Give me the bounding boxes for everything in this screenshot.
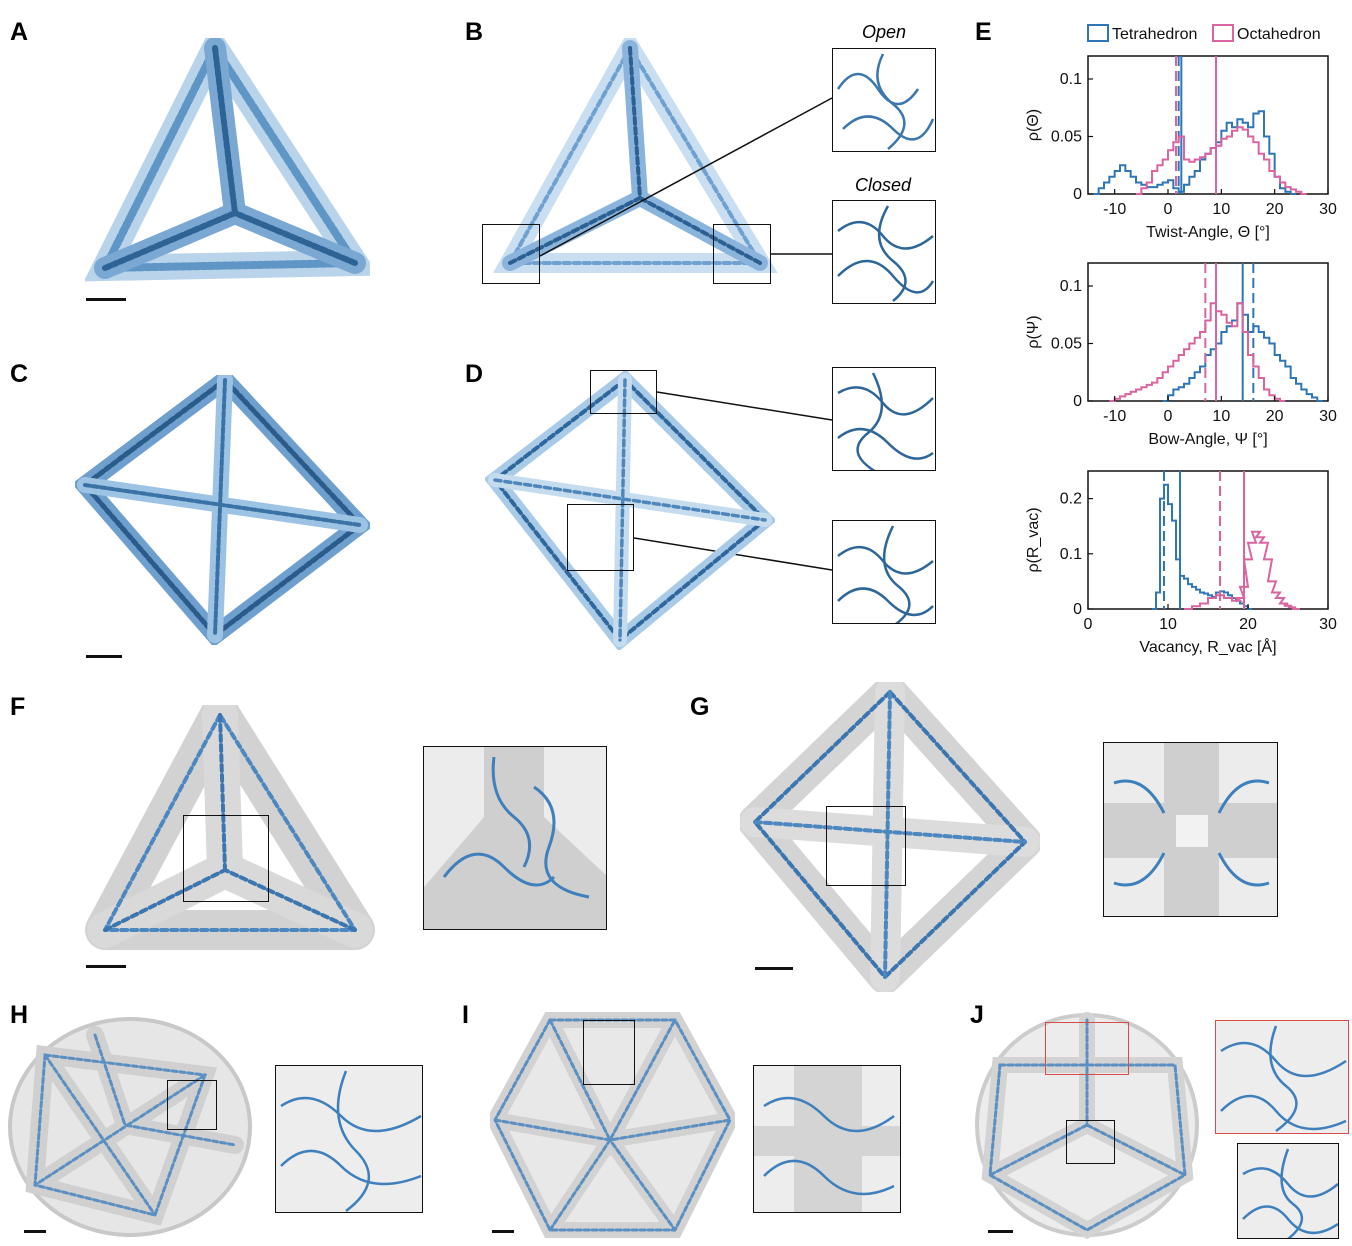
x-tick-label-2-1: 10 bbox=[1159, 616, 1177, 633]
x-tick-label-2-0: 0 bbox=[1084, 616, 1093, 633]
y-tick-label-0-1: 0.05 bbox=[1051, 129, 1082, 146]
panel-label-d: D bbox=[465, 360, 484, 388]
series-0-0 bbox=[1093, 110, 1296, 195]
panel-label-j: J bbox=[970, 1001, 984, 1029]
legend-swatch-0 bbox=[1087, 24, 1109, 42]
legend-label-1: Octahedron bbox=[1237, 26, 1321, 43]
panel-label-b: B bbox=[465, 18, 484, 46]
callout-box-f bbox=[183, 815, 269, 902]
tetrahedron-ensemble-structure bbox=[85, 38, 370, 288]
scale-bar-j bbox=[988, 1230, 1013, 1233]
x-tick-label-2-3: 30 bbox=[1319, 616, 1337, 633]
y-axis-label-1: ρ(Ψ) bbox=[1025, 315, 1042, 348]
octahedron-single-structure bbox=[485, 370, 775, 650]
x-tick-label-0-4: 30 bbox=[1319, 201, 1337, 218]
inset-label-closed: Closed bbox=[855, 175, 912, 195]
x-axis-label-0: Twist-Angle, Θ [°] bbox=[1146, 224, 1270, 241]
panel-label-h: H bbox=[10, 1001, 29, 1029]
icosahedron-density-map-h bbox=[5, 1015, 255, 1240]
callout-box-d-center bbox=[567, 504, 634, 571]
legend-label-0: Tetrahedron bbox=[1112, 26, 1197, 43]
y-axis-label-0: ρ(Θ) bbox=[1025, 109, 1042, 141]
scale-bar-h bbox=[24, 1230, 46, 1233]
icosahedron-density-map-i bbox=[490, 1010, 735, 1238]
panel-label-i: I bbox=[462, 1001, 469, 1029]
tetrahedron-density-map bbox=[85, 705, 375, 955]
inset-f bbox=[423, 746, 607, 930]
tetrahedron-single-structure bbox=[490, 38, 780, 303]
legend-swatch-1 bbox=[1212, 24, 1234, 42]
icosahedron-density-map-j bbox=[970, 1005, 1205, 1240]
y-tick-label-1-1: 0.05 bbox=[1051, 336, 1082, 353]
callout-box-j-center bbox=[1066, 1120, 1115, 1164]
inset-label-open: Open bbox=[862, 22, 907, 42]
y-tick-label-0-2: 0.1 bbox=[1060, 71, 1082, 88]
x-tick-label-1-2: 10 bbox=[1212, 408, 1230, 425]
scale-bar-g bbox=[755, 967, 793, 970]
scale-bar-a bbox=[86, 298, 126, 301]
callout-box-open bbox=[482, 224, 540, 284]
callout-box-d-top bbox=[590, 370, 657, 414]
inset-d-top bbox=[832, 367, 936, 471]
callout-box-closed bbox=[713, 224, 771, 284]
scale-bar-c bbox=[86, 655, 122, 658]
y-axis-label-2: ρ(R_vac) bbox=[1025, 507, 1042, 572]
panel-label-f: F bbox=[10, 693, 26, 721]
series-2-1 bbox=[1184, 530, 1300, 610]
y-tick-label-2-1: 0.1 bbox=[1060, 546, 1082, 563]
x-axis-label-1: Bow-Angle, Ψ [°] bbox=[1148, 431, 1267, 448]
callout-box-g bbox=[826, 806, 906, 886]
x-tick-label-1-4: 30 bbox=[1319, 408, 1337, 425]
x-axis-label-2: Vacancy, R_vac [Å] bbox=[1139, 637, 1276, 656]
callout-box-j-top bbox=[1045, 1022, 1129, 1075]
callout-box-h bbox=[167, 1080, 217, 1130]
x-tick-label-1-1: 0 bbox=[1164, 408, 1173, 425]
inset-open bbox=[832, 48, 936, 152]
inset-j-top bbox=[1215, 1020, 1349, 1134]
y-tick-label-1-0: 0 bbox=[1073, 393, 1082, 410]
plot-frame-0 bbox=[1087, 55, 1329, 195]
callout-box-i bbox=[583, 1020, 635, 1085]
x-tick-label-0-1: 0 bbox=[1164, 201, 1173, 218]
panel-label-a: A bbox=[10, 18, 29, 46]
panel-label-e: E bbox=[975, 18, 992, 46]
plot-frame-1 bbox=[1087, 262, 1329, 402]
octahedron-ensemble-structure bbox=[75, 375, 370, 645]
inset-closed bbox=[832, 200, 936, 304]
series-2-0 bbox=[1152, 483, 1252, 610]
histogram-chart-e: Tetrahedron Octahedron -10 0 10 20 30 0 0.05 0.1 T… bbox=[1025, 24, 1337, 656]
panel-label-g: G bbox=[690, 693, 710, 721]
x-tick-label-1-0: -10 bbox=[1103, 408, 1126, 425]
y-tick-label-2-0: 0 bbox=[1073, 601, 1082, 618]
plot-frame-2 bbox=[1087, 470, 1329, 610]
scale-bar-f bbox=[86, 965, 126, 968]
x-tick-label-0-0: -10 bbox=[1103, 201, 1126, 218]
x-tick-label-1-3: 20 bbox=[1266, 408, 1284, 425]
inset-j-center bbox=[1237, 1143, 1339, 1239]
scale-bar-i bbox=[492, 1230, 514, 1233]
series-0-1 bbox=[1136, 126, 1307, 195]
inset-i bbox=[753, 1065, 901, 1213]
inset-g bbox=[1103, 742, 1278, 917]
inset-d-center bbox=[832, 520, 936, 624]
octahedron-density-map bbox=[740, 682, 1040, 992]
x-tick-label-0-2: 10 bbox=[1212, 201, 1230, 218]
series-1-1 bbox=[1109, 302, 1286, 402]
x-tick-label-0-3: 20 bbox=[1266, 201, 1284, 218]
panel-label-c: C bbox=[10, 360, 29, 388]
y-tick-label-1-2: 0.1 bbox=[1060, 278, 1082, 295]
y-tick-label-2-2: 0.2 bbox=[1060, 491, 1082, 508]
y-tick-label-0-0: 0 bbox=[1073, 186, 1082, 203]
inset-h bbox=[275, 1065, 423, 1213]
x-tick-label-2-2: 20 bbox=[1239, 616, 1257, 633]
